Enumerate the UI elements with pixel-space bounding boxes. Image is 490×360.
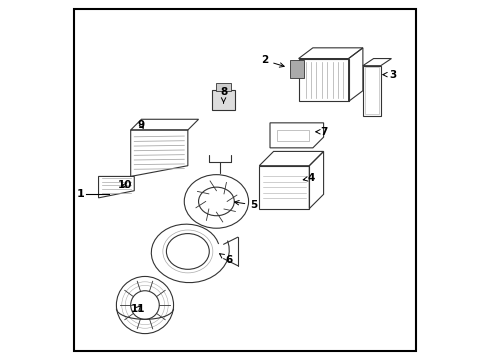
Text: 11: 11 [130, 303, 145, 314]
FancyBboxPatch shape [216, 83, 231, 91]
FancyBboxPatch shape [212, 90, 235, 110]
FancyBboxPatch shape [74, 9, 416, 351]
Text: 7: 7 [316, 127, 327, 137]
Text: 9: 9 [138, 120, 145, 130]
Text: 10: 10 [118, 180, 133, 190]
Text: 1: 1 [77, 189, 85, 199]
Text: 3: 3 [383, 69, 397, 80]
Text: 8: 8 [220, 87, 227, 103]
Text: 2: 2 [261, 55, 284, 67]
FancyBboxPatch shape [290, 60, 304, 78]
Text: 6: 6 [220, 254, 233, 265]
Text: 5: 5 [235, 200, 258, 210]
Text: 4: 4 [303, 173, 315, 183]
